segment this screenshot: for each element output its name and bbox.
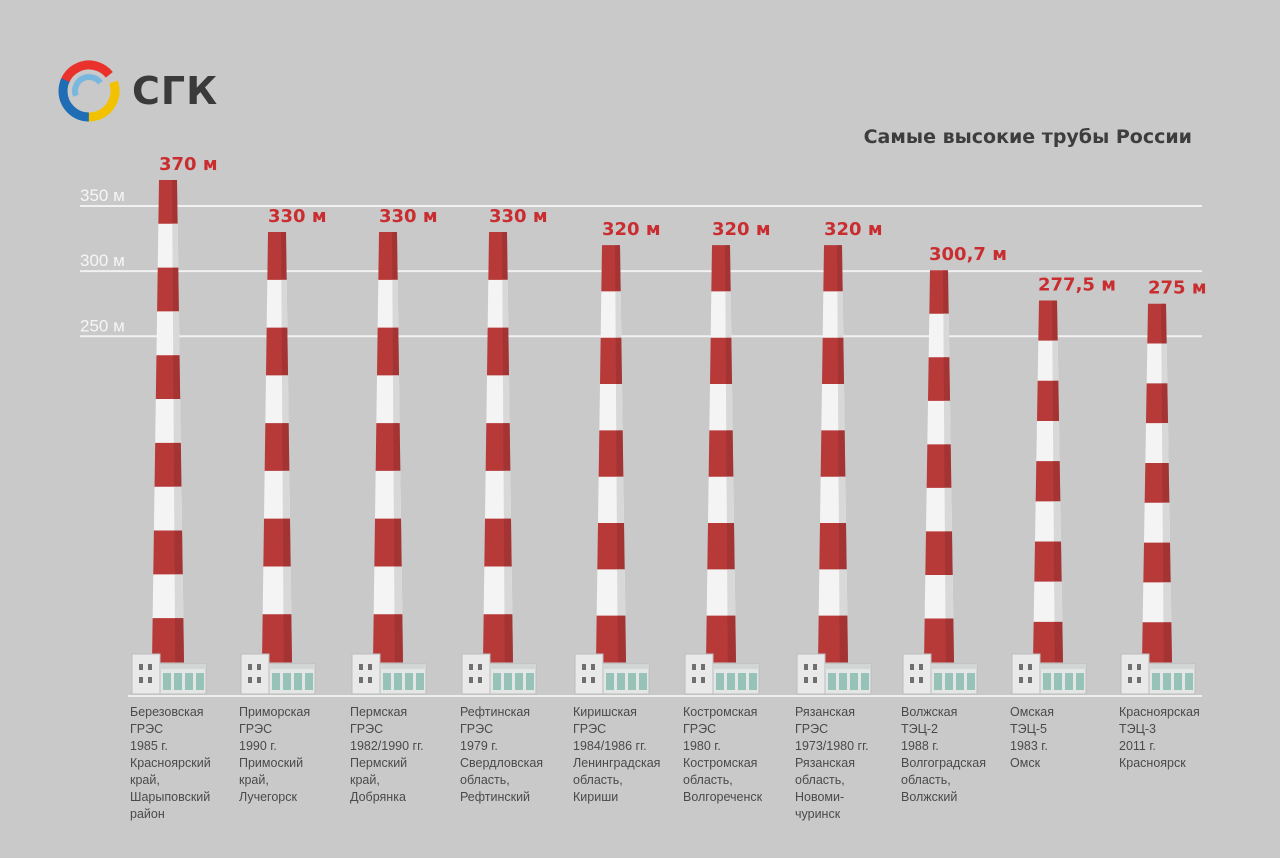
value-label: 330 м xyxy=(379,206,438,227)
chart-title: Самые высокие трубы России xyxy=(863,126,1192,148)
plant-building-icon xyxy=(684,653,760,695)
chimney-bar xyxy=(706,245,736,663)
y-tick-label: 350 м xyxy=(80,186,125,205)
chimney-bar xyxy=(818,245,848,663)
category-label: Пермская ГРЭС 1982/1990 гг. Пермский кра… xyxy=(350,705,424,804)
chimney-bar xyxy=(596,245,626,663)
category-label: Костромская ГРЭС 1980 г. Костромская обл… xyxy=(683,705,763,804)
y-tick-label: 250 м xyxy=(80,316,125,335)
chimney-bar xyxy=(1142,303,1172,663)
category-label: Приморская ГРЭС 1990 г. Примоский край, … xyxy=(239,705,311,804)
plant-building-icon xyxy=(461,653,537,695)
plant-building-icon xyxy=(131,653,207,695)
plant-building-icon xyxy=(240,653,316,695)
category-label: Киришская ГРЭС 1984/1986 гг. Ленинградск… xyxy=(573,705,661,804)
value-label: 275 м xyxy=(1148,278,1207,299)
category-label: Березовская ГРЭС 1985 г. Красноярский кр… xyxy=(130,705,211,821)
chimney-bar xyxy=(1033,300,1063,663)
chimney-bar xyxy=(262,232,292,663)
sgk-logo-icon xyxy=(58,60,120,122)
value-label: 370 м xyxy=(159,154,218,175)
value-label: 330 м xyxy=(489,206,548,227)
value-label: 300,7 м xyxy=(929,244,1007,265)
chimney-bar xyxy=(924,270,954,663)
value-label: 320 м xyxy=(712,219,771,240)
category-label: Рефтинская ГРЭС 1979 г. Свердловская обл… xyxy=(460,705,544,804)
value-label: 277,5 м xyxy=(1038,274,1116,295)
y-tick-label: 300 м xyxy=(80,251,125,270)
plant-building-icon xyxy=(351,653,427,695)
category-label: Рязанская ГРЭС 1973/1980 гг. Рязанская о… xyxy=(795,705,869,821)
category-label: Омская ТЭЦ-5 1983 г. Омск xyxy=(1010,705,1055,770)
plant-building-icon xyxy=(796,653,872,695)
brand: СГК xyxy=(56,58,218,124)
value-label: 330 м xyxy=(268,206,327,227)
plant-building-icon xyxy=(902,653,978,695)
chimney-bar xyxy=(373,232,403,663)
value-label: 320 м xyxy=(824,219,883,240)
category-label: Волжская ТЭЦ-2 1988 г. Волгоградская обл… xyxy=(901,705,987,804)
chimney-bar xyxy=(152,179,184,663)
chimney-bar xyxy=(483,232,513,663)
value-label: 320 м xyxy=(602,219,661,240)
plant-building-icon xyxy=(1120,653,1196,695)
plant-building-icon xyxy=(574,653,650,695)
brand-name: СГК xyxy=(132,69,219,113)
category-label: Красноярская ТЭЦ-3 2011 г. Красноярск xyxy=(1119,705,1200,770)
plant-building-icon xyxy=(1011,653,1087,695)
